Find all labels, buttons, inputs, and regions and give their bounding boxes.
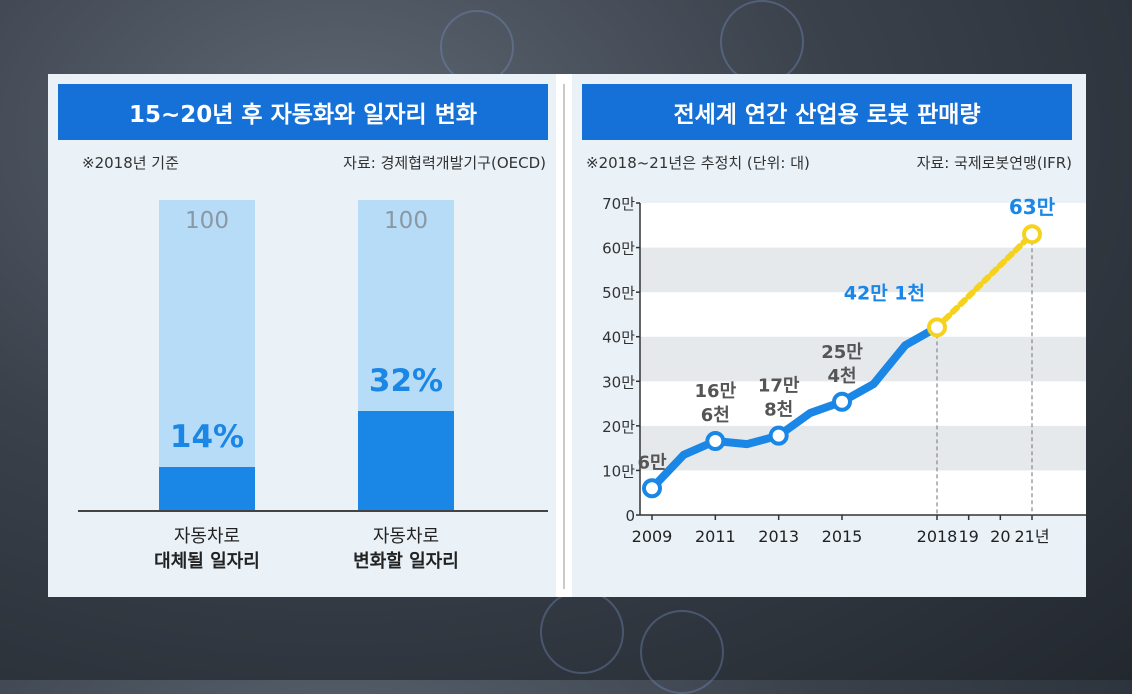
robot-sales-line-chart: 0 10만 20만 30만 40만 50만 60만 70만 2009 2011 2013 2015 20… xyxy=(602,195,1086,546)
x-tick-label: 2015 xyxy=(822,527,863,546)
x-tick-label: 20 xyxy=(990,527,1010,546)
data-label: 63만 xyxy=(1009,195,1056,219)
category-line1: 자동차로 xyxy=(372,526,440,547)
robot-sales-title: 전세계 연간 산업용 로봇 판매량 xyxy=(582,84,1072,140)
infographic-panel: 15~20년 후 자동화와 일자리 변화 ※2018년 기준 자료: 경제협력개… xyxy=(48,74,1086,597)
category-line2: 대체될 일자리 xyxy=(154,551,260,572)
category-line2: 변화할 일자리 xyxy=(353,551,459,572)
category-line1: 자동차로 xyxy=(173,526,241,547)
data-label: 16만 xyxy=(695,381,737,402)
bar-value-replace xyxy=(159,466,255,510)
section-divider xyxy=(563,84,565,589)
grid-band xyxy=(640,203,1086,248)
y-tick-label: 30만 xyxy=(602,373,635,391)
y-tick-label: 40만 xyxy=(602,329,635,347)
grid-band xyxy=(640,292,1086,337)
bar-value-label-change: 32% xyxy=(368,362,444,399)
data-point xyxy=(642,478,662,499)
x-tick-label: 2009 xyxy=(632,527,673,546)
actual-series-line xyxy=(648,323,941,493)
bar-total-label-replace: 100 xyxy=(185,208,229,234)
estimate-point xyxy=(927,317,947,338)
data-point xyxy=(832,391,852,412)
y-tick-label: 50만 xyxy=(602,284,635,302)
automation-title: 15~20년 후 자동화와 일자리 변화 xyxy=(58,84,548,140)
data-label: 42만 1천 xyxy=(844,282,925,304)
y-tick-label: 10만 xyxy=(602,462,635,480)
x-tick-label: 2011 xyxy=(695,527,736,546)
y-tick-label: 70만 xyxy=(602,195,635,213)
background-circle xyxy=(540,590,624,674)
automation-note: ※2018년 기준 xyxy=(82,154,179,172)
y-tick-label: 60만 xyxy=(602,240,635,258)
y-tick-label: 0 xyxy=(625,507,635,525)
estimate-series-line xyxy=(934,231,1035,331)
data-point xyxy=(768,425,789,446)
grid-band xyxy=(640,470,1086,515)
data-label: 6천 xyxy=(701,405,730,426)
background-circle xyxy=(640,610,724,694)
x-tick-label: 21년 xyxy=(1014,527,1049,546)
bar-total-replace xyxy=(159,200,255,510)
data-point xyxy=(705,431,726,452)
category-label-replace: 자동차로 대체될 일자리 xyxy=(107,524,307,574)
estimate-point xyxy=(1022,224,1042,245)
data-label: 8천 xyxy=(764,400,793,421)
background-circle xyxy=(720,0,804,84)
category-label-change: 자동차로 변화할 일자리 xyxy=(306,524,506,574)
robot-sales-note: ※2018~21년은 추정치 (단위: 대) xyxy=(586,154,810,172)
robot-sales-section: 전세계 연간 산업용 로봇 판매량 ※2018~21년은 추정치 (단위: 대)… xyxy=(572,74,1086,597)
automation-source: 자료: 경제협력개발기구(OECD) xyxy=(343,154,546,172)
robot-sales-source: 자료: 국제로봇연맹(IFR) xyxy=(916,154,1072,172)
automation-jobs-section: 15~20년 후 자동화와 일자리 변화 ※2018년 기준 자료: 경제협력개… xyxy=(48,74,556,597)
x-tick-label: 2013 xyxy=(758,527,799,546)
bar-value-label-replace: 14% xyxy=(169,418,245,455)
x-tick-label: 19 xyxy=(958,527,978,546)
data-label: 6만 xyxy=(637,452,667,473)
data-label: 25만 xyxy=(821,342,863,363)
bar-value-change xyxy=(358,410,454,510)
data-label: 4천 xyxy=(827,366,856,387)
data-label: 17만 xyxy=(758,376,800,397)
bar-total-label-change: 100 xyxy=(384,208,428,234)
bar-baseline xyxy=(78,510,548,512)
x-tick-label: 2018 xyxy=(917,527,958,546)
grid-band xyxy=(640,336,1086,382)
background-circle xyxy=(440,10,514,84)
y-tick-label: 20만 xyxy=(602,418,635,436)
